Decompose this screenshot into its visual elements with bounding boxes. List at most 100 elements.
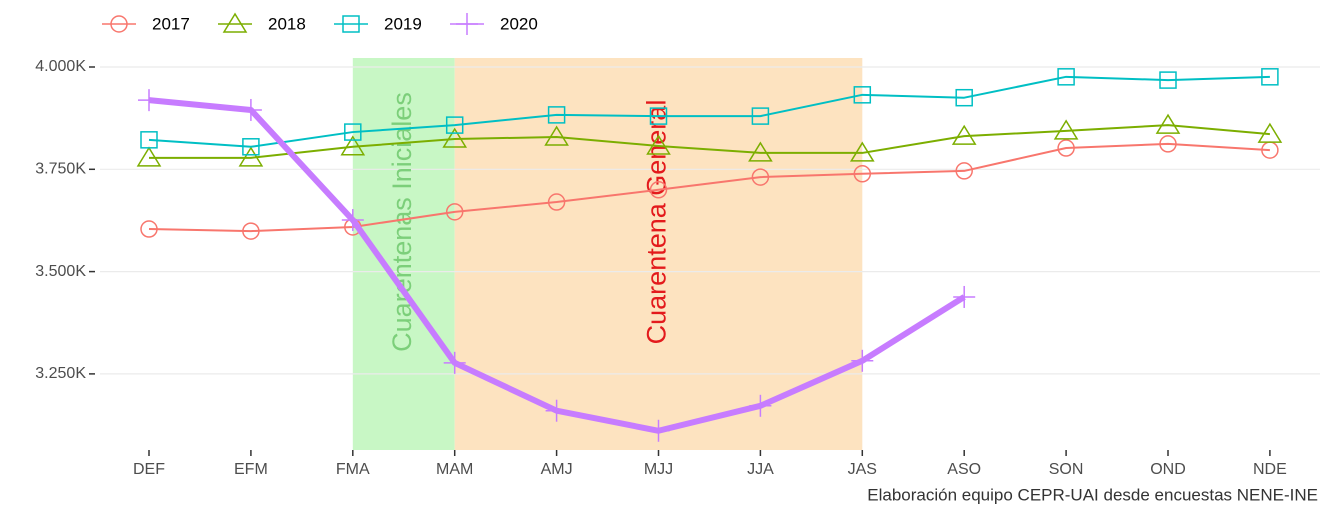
marker-shape [140,220,158,238]
data-point [443,351,466,374]
shaded-region [454,58,863,450]
data-point [851,349,874,372]
marker-shape [951,124,977,145]
marker-shape [110,15,128,33]
data-point [344,123,362,141]
x-tick-label: FMA [336,461,370,478]
data-point [1159,135,1177,153]
annotation: Cuarentena General [642,100,672,345]
marker-shape [442,127,468,148]
data-point [749,394,772,417]
marker-shape [748,141,773,162]
data-point [1159,71,1177,89]
data-point [547,106,566,124]
data-point [647,419,670,442]
marker-shape [547,106,566,124]
legend-marker [456,13,478,35]
legend-marker [222,12,248,33]
legend-label: 2019 [384,14,422,33]
marker-shape [544,125,569,146]
marker-shape [136,146,162,167]
marker-shape [853,86,872,104]
marker-shape [751,168,770,186]
x-tick-label: JJA [747,461,774,478]
data-point [649,181,668,199]
data-point [951,124,977,145]
series-line [148,142,1270,233]
x-tick-label: EFM [234,461,268,478]
marker-shape [751,107,770,125]
marker-shape [340,135,366,156]
legend-label: 2017 [152,14,190,33]
data-point [1155,113,1181,134]
x-tick-label: AMJ [541,461,573,478]
data-point [1057,139,1075,157]
data-point [1257,122,1283,143]
marker-shape [238,146,264,167]
data-point [140,220,158,238]
data-point [138,89,160,112]
y-tick-label: 3.250K [35,365,86,382]
marker-shape [342,15,360,33]
x-tick-label: ASO [947,461,981,478]
marker-shape [1257,122,1283,143]
data-point [341,209,364,232]
series-line [149,124,1270,159]
marker-shape [1159,135,1177,153]
marker-shape [1261,68,1279,86]
x-tick-label: MAM [436,461,473,478]
data-point [445,203,464,221]
data-point [1053,119,1079,140]
x-tick-label: OND [1150,461,1186,478]
legend-marker [342,15,360,33]
marker-shape [547,193,566,211]
data-point [953,285,976,308]
marker-shape [955,88,973,107]
data-point [751,107,770,125]
marker-shape [1053,119,1079,140]
data-point [748,141,773,162]
x-tick-label: DEF [133,461,165,478]
marker-shape [445,116,464,134]
data-point [853,165,872,183]
data-point [340,135,366,156]
marker-shape [1159,71,1177,89]
data-point [238,146,264,167]
data-point [242,222,260,240]
marker-shape [222,12,248,33]
series-line [148,75,1270,148]
data-point [1261,68,1279,86]
marker-shape [649,181,668,199]
data-point [955,88,973,107]
data-point [442,127,468,148]
x-tick-label: JAS [848,461,877,478]
caption: Elaboración equipo CEPR-UAI desde encues… [867,485,1318,504]
data-point [646,134,671,155]
marker-shape [646,134,671,155]
data-point [751,168,770,186]
legend-marker [110,15,128,33]
x-tick-label: MJJ [644,461,673,478]
marker-shape [853,165,872,183]
legend-label: 2018 [268,14,306,33]
data-point [545,399,568,422]
marker-shape [1155,113,1181,134]
data-point [136,146,162,167]
marker-shape [649,107,668,125]
data-point [547,193,566,211]
data-point [544,125,569,146]
marker-shape [140,131,158,149]
y-tick-label: 3.500K [35,263,86,280]
y-tick-label: 3.750K [35,161,86,178]
data-point [445,116,464,134]
x-tick-label: SON [1049,461,1084,478]
data-point [239,98,262,121]
marker-shape [242,222,260,240]
legend-label: 2020 [500,14,538,33]
shaded-region [352,58,455,450]
data-point [140,131,158,149]
marker-shape [344,123,362,141]
marker-shape [1057,139,1075,157]
marker-shape [445,203,464,221]
